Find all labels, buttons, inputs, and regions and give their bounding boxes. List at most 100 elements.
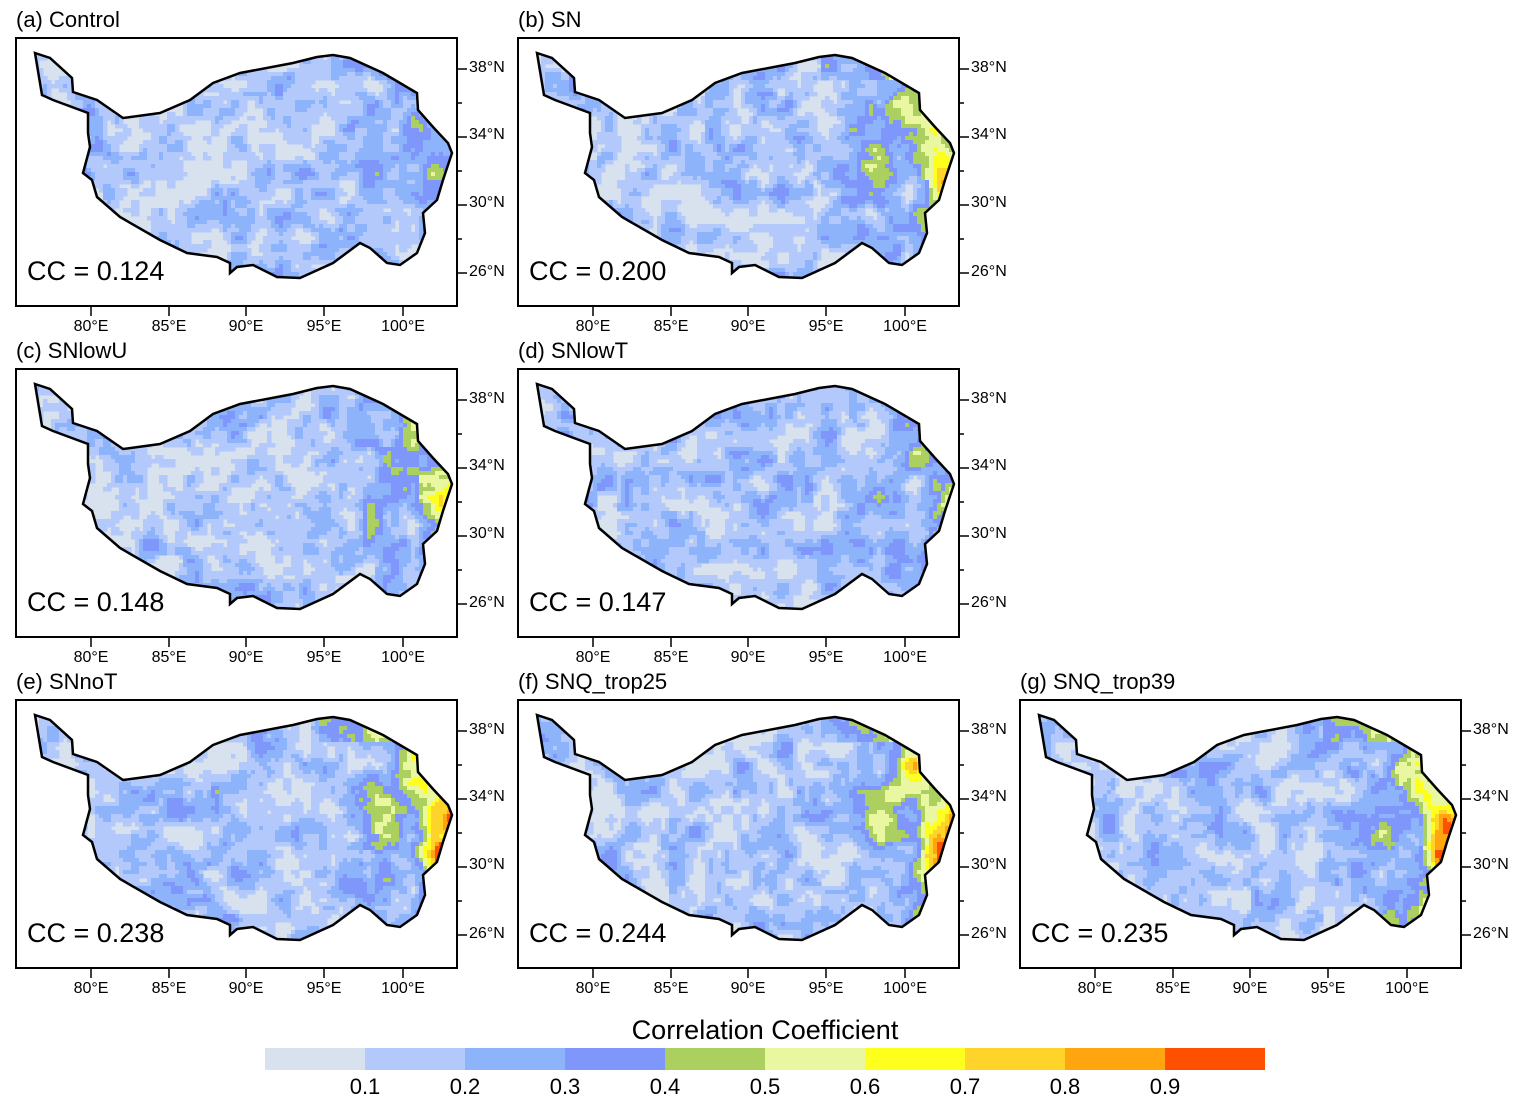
contour-cell — [347, 104, 352, 109]
contour-cell — [147, 168, 152, 173]
contour-cell — [395, 196, 400, 201]
contour-cell — [411, 92, 416, 97]
contour-cell — [199, 212, 204, 217]
contour-cell — [235, 236, 240, 241]
contour-cell — [275, 204, 280, 209]
contour-cell — [359, 264, 364, 269]
contour-cell — [423, 88, 428, 93]
contour-cell — [339, 76, 344, 81]
contour-cell — [351, 224, 356, 229]
contour-cell — [115, 136, 120, 141]
contour-cell — [335, 220, 340, 225]
contour-cell — [307, 172, 312, 177]
contour-cell — [119, 56, 124, 61]
contour-cell — [175, 176, 180, 181]
contour-cell — [223, 220, 228, 225]
contour-cell — [287, 248, 292, 253]
contour-cell — [47, 104, 52, 109]
contour-cell — [263, 280, 268, 285]
contour-cell — [99, 160, 104, 165]
contour-cell — [271, 240, 276, 245]
contour-cell — [143, 116, 148, 121]
contour-cell — [427, 128, 432, 133]
contour-cell — [335, 68, 340, 73]
contour-cell — [447, 152, 452, 157]
contour-cell — [307, 200, 312, 205]
contour-cell — [199, 64, 204, 69]
contour-cell — [115, 192, 120, 197]
contour-cell — [403, 224, 408, 229]
contour-cell — [163, 96, 168, 101]
contour-cell — [175, 172, 180, 177]
contour-cell — [339, 224, 344, 229]
contour-cell — [179, 168, 184, 173]
contour-cell — [239, 272, 244, 277]
contour-cell — [327, 68, 332, 73]
contour-cell — [279, 220, 284, 225]
contour-cell — [283, 180, 288, 185]
contour-cell — [75, 220, 80, 225]
contour-cell — [423, 96, 428, 101]
contour-cell — [327, 64, 332, 69]
contour-cell — [71, 72, 76, 77]
contour-cell — [291, 164, 296, 169]
contour-cell — [355, 68, 360, 73]
contour-cell — [391, 168, 396, 173]
contour-cell — [339, 252, 344, 257]
contour-cell — [279, 252, 284, 257]
contour-cell — [299, 84, 304, 89]
contour-cell — [367, 204, 372, 209]
contour-cell — [299, 204, 304, 209]
contour-cell — [447, 216, 452, 221]
contour-cell — [399, 60, 404, 65]
contour-cell — [219, 192, 224, 197]
contour-cell — [363, 96, 368, 101]
contour-cell — [151, 208, 156, 213]
contour-cell — [451, 104, 452, 109]
contour-cell — [443, 56, 448, 61]
contour-cell — [443, 204, 448, 209]
contour-cell — [255, 180, 260, 185]
contour-cell — [379, 180, 384, 185]
contour-cell — [387, 248, 392, 253]
contour-cell — [67, 184, 72, 189]
contour-cell — [247, 212, 252, 217]
contour-cell — [435, 236, 440, 241]
contour-cell — [439, 88, 444, 93]
contour-cell — [291, 136, 296, 141]
contour-cell — [447, 240, 452, 245]
contour-cell — [55, 124, 60, 129]
contour-cell — [127, 108, 132, 113]
contour-cell — [355, 224, 360, 229]
contour-cell — [295, 244, 300, 249]
contour-cell — [231, 280, 236, 285]
contour-cell — [315, 108, 320, 113]
contour-cell — [111, 200, 116, 205]
contour-cell — [403, 192, 408, 197]
contour-cell — [319, 96, 324, 101]
contour-cell — [195, 216, 200, 221]
contour-cell — [439, 248, 444, 253]
contour-cell — [427, 212, 432, 217]
contour-cell — [35, 136, 36, 141]
contour-cell — [451, 136, 452, 141]
contour-cell — [55, 188, 60, 193]
contour-cell — [99, 236, 104, 241]
contour-cell — [235, 48, 240, 53]
contour-cell — [175, 124, 180, 129]
contour-cell — [223, 224, 228, 229]
contour-cell — [315, 200, 320, 205]
contour-cell — [171, 276, 176, 278]
contour-cell — [87, 200, 92, 205]
contour-cell — [75, 208, 80, 213]
contour-cell — [427, 200, 432, 205]
contour-cell — [179, 280, 184, 285]
contour-cell — [231, 140, 236, 145]
contour-cell — [155, 128, 160, 133]
contour-cell — [383, 140, 388, 145]
contour-cell — [139, 148, 144, 153]
contour-cell — [39, 236, 44, 241]
contour-cell — [343, 228, 348, 233]
contour-cell — [287, 204, 292, 209]
contour-cell — [435, 176, 440, 181]
